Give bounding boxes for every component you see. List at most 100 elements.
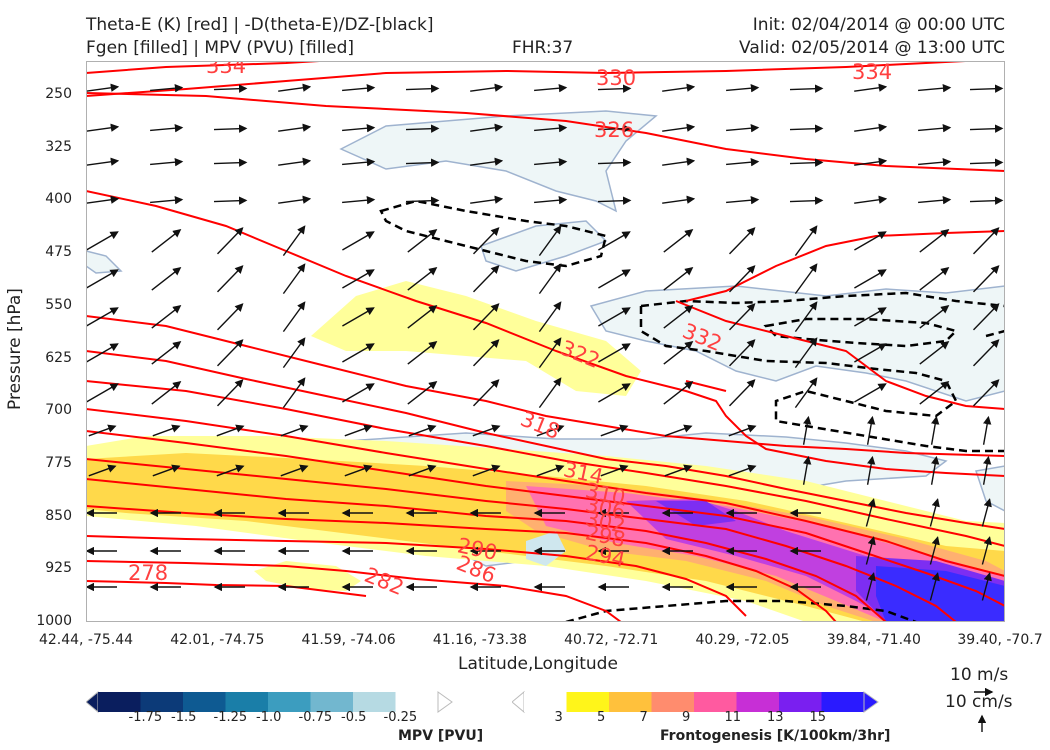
x-tick-label: 42.44, -75.44: [38, 632, 134, 648]
chart-title-line1: Theta-E (K) [red] | -D(theta-E)/DZ-[blac…: [86, 15, 434, 35]
y-tick-label: 250: [45, 86, 72, 102]
wind-arrow: [408, 464, 437, 477]
wind-arrow: [282, 225, 306, 257]
wind-arrow: [151, 305, 182, 329]
wind-arrow: [213, 124, 248, 133]
wind-arrow: [472, 303, 500, 331]
wind-arrow: [216, 227, 244, 255]
theta-e-contour-label: 330: [596, 66, 636, 90]
theta-e-contour: [86, 380, 1005, 547]
wind-arrow: [408, 424, 437, 437]
wind-arrow: [972, 227, 1000, 255]
wind-arrow: [405, 196, 440, 205]
theta-e-contour-label: 278: [128, 561, 168, 585]
fgen-colorbar: [512, 690, 879, 714]
wind-arrow: [972, 339, 1000, 367]
theta-e-contour: [86, 535, 747, 617]
x-tick-label: 40.72, -72.71: [564, 632, 659, 648]
wind-arrow: [663, 267, 694, 291]
y-tick-label: 475: [45, 244, 72, 261]
valid-time: Valid: 02/05/2014 @ 13:00 UTC: [739, 38, 1005, 58]
theta-e-contour: [86, 580, 367, 597]
wind-arrow: [598, 269, 631, 289]
wind-arrow: [151, 267, 182, 291]
wind-arrow: [280, 464, 309, 477]
wind-arrow: [982, 415, 992, 445]
wind-arrow: [854, 343, 887, 363]
wind-arrow: [662, 157, 696, 166]
colorbar-segment: [651, 692, 695, 712]
wind-arrow: [342, 343, 375, 363]
wind-arrow: [854, 269, 887, 289]
wind-arrow: [216, 424, 245, 437]
wind-arrow: [86, 383, 119, 403]
stability-contour: [985, 329, 1005, 338]
theta-e-contours: [86, 61, 1005, 622]
wind-arrow: [278, 157, 312, 166]
mpv-colorbar: [86, 690, 453, 714]
wind-arrow: [538, 225, 562, 257]
wind-arrow: [472, 339, 500, 367]
wind-arrow: [407, 305, 438, 329]
wind-arrow: [407, 341, 438, 365]
wind-arrow: [919, 305, 950, 329]
y-tick-label: 1000: [36, 613, 72, 629]
wind-arrow: [151, 341, 182, 365]
wind-arrow: [472, 379, 500, 407]
wind-arrow: [597, 124, 632, 133]
wind-arrow: [981, 498, 992, 527]
wind-arrow: [538, 377, 562, 409]
wind-arrow: [865, 498, 876, 527]
wind-arrow: [598, 231, 631, 251]
wind-arrow: [854, 123, 888, 132]
wind-arrow: [151, 381, 182, 405]
colorbar-end-left: [512, 690, 525, 714]
colorbar-tick-label: 3: [554, 710, 563, 725]
colorbar-segment: [736, 692, 780, 712]
wind-arrow: [86, 231, 119, 251]
wind-arrow: [405, 124, 440, 133]
wind-arrow: [728, 379, 756, 407]
wind-arrow: [151, 229, 182, 253]
wind-arrow: [662, 83, 696, 92]
wind-arrow: [88, 424, 117, 437]
wind-arrow: [919, 341, 950, 365]
colorbar-segment: [524, 692, 567, 712]
theta-e-contour: [86, 505, 837, 622]
wind-arrow: [342, 196, 376, 205]
x-tick-label: 41.59, -74.06: [301, 632, 396, 648]
wind-arrow: [726, 124, 760, 133]
wind-arrow: [344, 464, 373, 477]
colorbar-segment: [566, 692, 610, 712]
wind-arrow: [342, 84, 376, 93]
colorbar-tick-label: -1.75: [128, 710, 163, 725]
wind-arrow: [726, 84, 760, 93]
y-tick-label: 400: [45, 191, 72, 208]
wind-arrow: [534, 196, 568, 205]
colorbar-segment: [140, 692, 184, 712]
wind-arrow: [664, 464, 693, 477]
wind-arrow: [470, 195, 504, 204]
wind-arrow: [969, 84, 1004, 93]
wind-arrow: [929, 572, 940, 601]
wind-arrow: [282, 377, 306, 409]
wind-arrow: [344, 424, 373, 437]
colorbar-segment: [183, 692, 226, 712]
wind-reference-horizontal: 10 m/s: [950, 665, 1009, 685]
wind-arrow: [342, 158, 376, 167]
wind-arrow: [472, 464, 501, 477]
y-tick-label: 700: [45, 402, 72, 419]
wind-arrow: [969, 158, 1004, 167]
y-tick-label: 625: [45, 349, 72, 366]
wind-arrow: [865, 536, 876, 565]
wind-arrow: [663, 305, 694, 329]
colorbar-tick-label: -0.75: [298, 710, 333, 725]
wind-arrow: [866, 455, 876, 485]
mpv-region: [975, 465, 1005, 512]
wind-arrow: [86, 307, 119, 327]
wind-arrow: [342, 307, 375, 327]
fgen-region: [876, 566, 1005, 622]
stability-contour: [379, 199, 608, 268]
stability-contour: [565, 599, 917, 622]
